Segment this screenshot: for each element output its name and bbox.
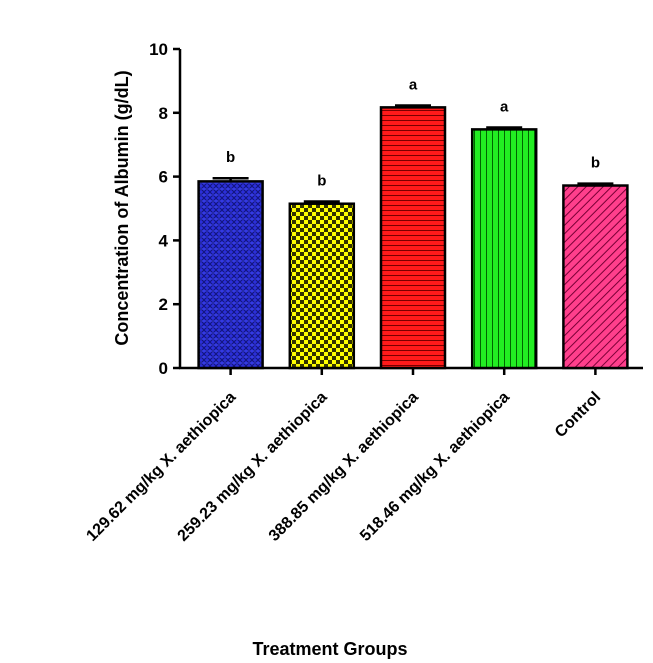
significance-label: b bbox=[591, 155, 600, 172]
significance-label: a bbox=[500, 98, 509, 115]
y-tick-label: 8 bbox=[159, 104, 168, 123]
y-tick-label: 0 bbox=[159, 359, 168, 378]
x-tick-label: Control bbox=[552, 389, 604, 441]
significance-label: a bbox=[409, 76, 418, 93]
significance-label: b bbox=[226, 149, 235, 166]
bar bbox=[288, 202, 356, 370]
bar bbox=[379, 106, 447, 370]
plot-area: 0 2 4 6 8 10 b 129.62 mg/kg X. aethiopica b 259.2… bbox=[83, 40, 643, 545]
bar bbox=[562, 184, 629, 370]
y-tick-label: 10 bbox=[149, 40, 168, 59]
x-tick-label: 129.62 mg/kg X. aethiopica bbox=[83, 389, 239, 545]
y-tick-label: 2 bbox=[159, 295, 168, 314]
significance-label: b bbox=[317, 172, 326, 189]
y-tick-label: 6 bbox=[159, 168, 168, 187]
y-tick-label: 4 bbox=[159, 231, 169, 250]
x-tick-label: 388.85 mg/kg X. aethiopica bbox=[266, 389, 422, 545]
bar bbox=[197, 180, 264, 370]
x-axis-label: Treatment Groups bbox=[252, 639, 407, 659]
y-axis-label: Concentration of Albumin (g/dL) bbox=[112, 70, 132, 345]
bar bbox=[470, 128, 538, 370]
x-tick-label: 518.46 mg/kg X. aethiopica bbox=[357, 389, 513, 545]
x-tick-label: 259.23 mg/kg X. aethiopica bbox=[175, 389, 331, 545]
